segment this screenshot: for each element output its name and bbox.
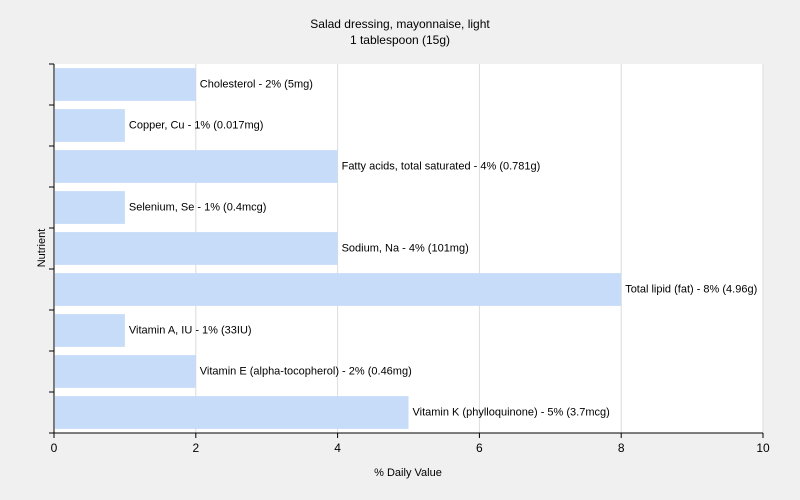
bar: [55, 68, 196, 101]
bar-label: Vitamin K (phylloquinone) - 5% (3.7mcg): [413, 407, 610, 419]
bar-label: Sodium, Na - 4% (101mg): [342, 243, 469, 255]
bar: [55, 273, 622, 306]
bar: [55, 314, 125, 347]
bar-label: Total lipid (fat) - 8% (4.96g): [625, 284, 757, 296]
bar: [55, 109, 125, 142]
x-tick-label: 6: [476, 441, 483, 455]
bar-label: Cholesterol - 2% (5mg): [200, 79, 313, 91]
x-tick-label: 4: [334, 441, 341, 455]
x-axis-label: % Daily Value: [374, 467, 442, 479]
bars: Cholesterol - 2% (5mg) Copper, Cu - 1% (0…: [55, 68, 757, 429]
bar-label: Vitamin A, IU - 1% (33IU): [129, 325, 252, 337]
bar-label: Copper, Cu - 1% (0.017mg): [129, 120, 264, 132]
bar: [55, 355, 196, 388]
x-tick-label: 0: [51, 441, 58, 455]
bar: [55, 232, 338, 265]
bar: [55, 396, 409, 429]
x-tick-label: 2: [192, 441, 199, 455]
axes: 0 2 4 6 8 10: [49, 63, 770, 455]
bar: [55, 191, 125, 224]
chart-title: Salad dressing, mayonnaise, light: [310, 17, 490, 31]
y-axis-label: Nutrient: [36, 229, 48, 268]
x-tick-label: 8: [618, 441, 625, 455]
bar-label: Selenium, Se - 1% (0.4mcg): [129, 202, 267, 214]
x-tick-label: 10: [756, 441, 770, 455]
bar-label: Vitamin E (alpha-tocopherol) - 2% (0.46m…: [200, 366, 412, 378]
bar-label: Fatty acids, total saturated - 4% (0.781…: [342, 161, 541, 173]
bar: [55, 150, 338, 183]
chart-subtitle: 1 tablespoon (15g): [350, 33, 450, 47]
